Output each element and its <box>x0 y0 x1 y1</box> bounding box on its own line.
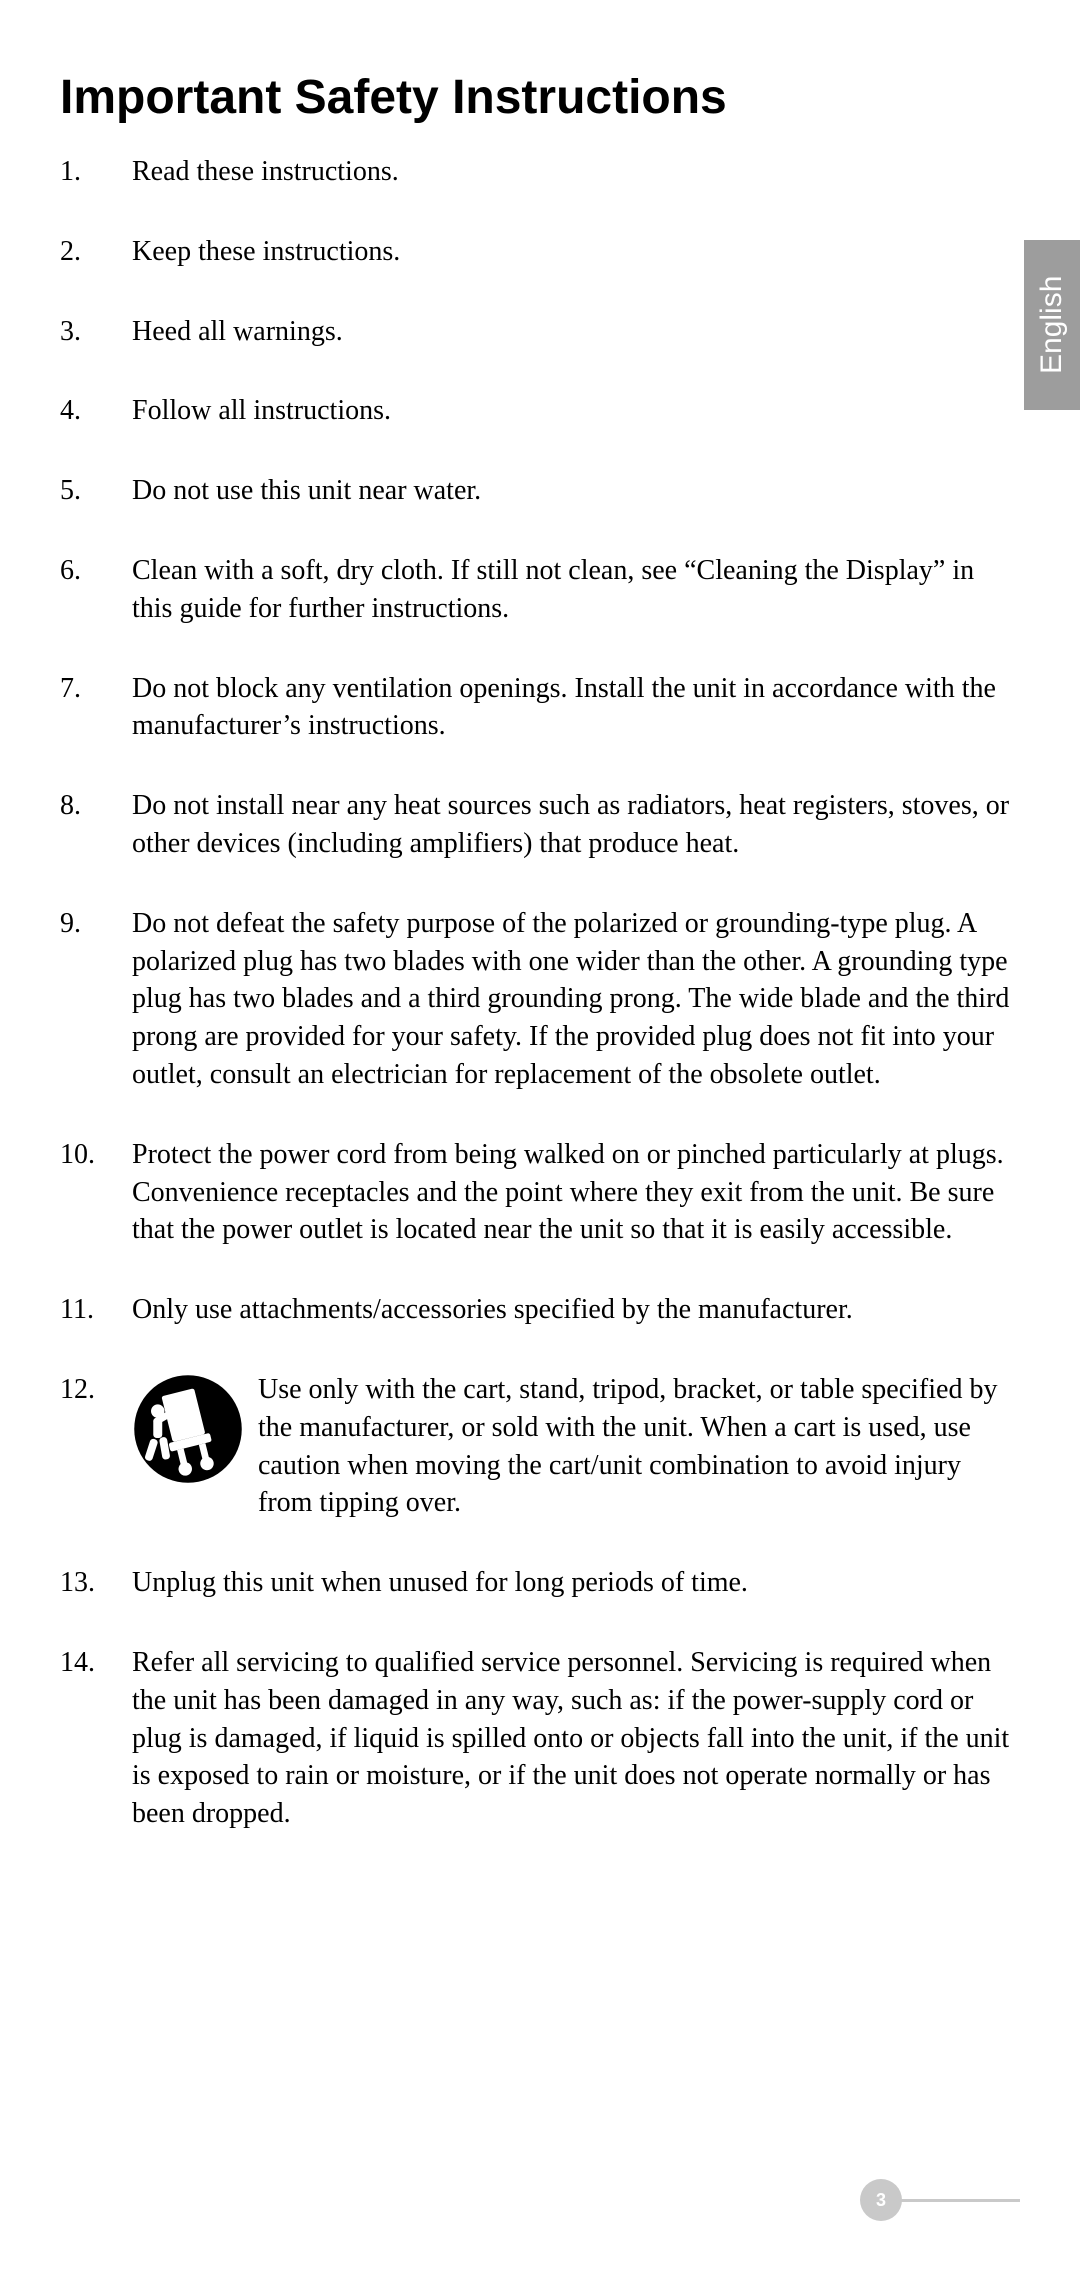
document-page: Important Safety Instructions English Re… <box>0 0 1080 2291</box>
instruction-text: Use only with the cart, stand, tripod, b… <box>258 1371 1020 1522</box>
instruction-text: Do not defeat the safety purpose of the … <box>132 908 1009 1090</box>
instruction-text: Heed all warnings. <box>132 316 343 347</box>
page-footer: 3 <box>860 2179 1020 2221</box>
instruction-text: Clean with a soft, dry cloth. If still n… <box>132 555 974 624</box>
instruction-text: Do not use this unit near water. <box>132 475 481 506</box>
list-item: Do not defeat the safety purpose of the … <box>60 905 1020 1094</box>
list-item: Do not block any ventilation openings. I… <box>60 670 1020 746</box>
list-item: Follow all instructions. <box>60 392 1020 430</box>
instruction-text: Do not install near any heat sources suc… <box>132 790 1009 859</box>
instruction-text: Follow all instructions. <box>132 395 391 426</box>
footer-divider <box>900 2199 1020 2202</box>
language-tab: English <box>1024 240 1080 410</box>
instruction-text: Do not block any ventilation openings. I… <box>132 673 996 742</box>
list-item: Do not install near any heat sources suc… <box>60 787 1020 863</box>
list-item: Use only with the cart, stand, tripod, b… <box>60 1371 1020 1522</box>
instruction-text: Only use attachments/accessories specifi… <box>132 1294 853 1325</box>
instruction-text: Refer all servicing to qualified service… <box>132 1647 1009 1829</box>
list-item: Unplug this unit when unused for long pe… <box>60 1564 1020 1602</box>
list-item: Clean with a soft, dry cloth. If still n… <box>60 552 1020 628</box>
instruction-text: Read these instructions. <box>132 156 399 187</box>
page-title: Important Safety Instructions <box>60 70 1020 125</box>
page-number-badge: 3 <box>860 2179 902 2221</box>
instruction-text: Unplug this unit when unused for long pe… <box>132 1567 748 1598</box>
list-item: Only use attachments/accessories specifi… <box>60 1291 1020 1329</box>
list-item: Heed all warnings. <box>60 313 1020 351</box>
instructions-list: Read these instructions. Keep these inst… <box>60 153 1020 1833</box>
cart-tipping-warning-icon <box>132 1373 244 1496</box>
list-item: Keep these instructions. <box>60 233 1020 271</box>
instruction-text: Protect the power cord from being walked… <box>132 1139 1004 1246</box>
list-item: Protect the power cord from being walked… <box>60 1136 1020 1249</box>
list-item: Refer all servicing to qualified service… <box>60 1644 1020 1833</box>
list-item: Do not use this unit near water. <box>60 472 1020 510</box>
list-item: Read these instructions. <box>60 153 1020 191</box>
instruction-text: Keep these instructions. <box>132 236 400 267</box>
